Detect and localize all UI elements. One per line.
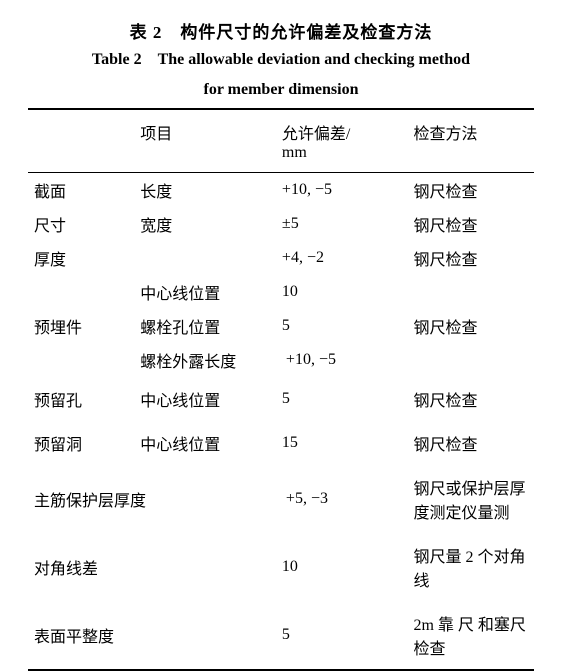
cell-flatness-label: 表面平整度 — [28, 601, 276, 670]
table-row: 螺栓外露长度 +10, −5 — [28, 343, 534, 377]
cell-reserve-opening-item: 中心线位置 — [134, 421, 276, 465]
cell-reserve-hole-method: 钢尺检查 — [407, 377, 534, 421]
caption-zh: 表 2 构件尺寸的允许偏差及检查方法 — [28, 18, 534, 43]
deviation-table: 项目 允许偏差/ mm 检查方法 截面 长度 +10, −5 钢尺检查 尺寸 宽… — [28, 108, 534, 671]
cell-length-dev: +10, −5 — [276, 173, 408, 208]
cell-flatness-method: 2m 靠 尺 和塞尺检查 — [407, 601, 534, 670]
table-caption: 表 2 构件尺寸的允许偏差及检查方法 Table 2 The allowable… — [28, 18, 534, 102]
cell-size-label: 尺寸 — [28, 207, 134, 241]
table-row: 尺寸 宽度 ±5 钢尺检查 — [28, 207, 534, 241]
header-dev-line1: 允许偏差/ — [282, 126, 350, 143]
cell-reserve-opening-label: 预留洞 — [28, 421, 134, 465]
cell-reserve-opening-dev: 15 — [276, 421, 408, 465]
cell-embed-bolthole: 螺栓孔位置 — [134, 309, 276, 343]
table-row: 截面 长度 +10, −5 钢尺检查 — [28, 173, 534, 208]
cell-embed-bolthole-dev: 5 — [276, 309, 408, 343]
cell-flatness-dev: 5 — [276, 601, 408, 670]
cell-diagonal-dev: 10 — [276, 533, 408, 601]
caption-en-line2: for member dimension — [28, 77, 534, 103]
cell-reserve-hole-item: 中心线位置 — [134, 377, 276, 421]
cell-width-method: 钢尺检查 — [407, 207, 534, 241]
cell-rebar-cover-label: 主筋保护层厚度 — [28, 465, 276, 533]
header-item: 项目 — [134, 109, 276, 173]
cell-embed-exposed-dev: +10, −5 — [276, 343, 408, 377]
cell-length-method: 钢尺检查 — [407, 173, 534, 208]
cell-width-label: 宽度 — [134, 207, 276, 241]
cell-thickness-dev: +4, −2 — [276, 241, 408, 275]
table-row: 对角线差 10 钢尺量 2 个对角线 — [28, 533, 534, 601]
cell-thickness-method: 钢尺检查 — [407, 241, 534, 275]
cell-diagonal-method: 钢尺量 2 个对角线 — [407, 533, 534, 601]
table-body: 截面 长度 +10, −5 钢尺检查 尺寸 宽度 ±5 钢尺检查 厚度 +4, … — [28, 173, 534, 671]
cell-section-label: 截面 — [28, 173, 134, 208]
header-method: 检查方法 — [407, 109, 534, 173]
cell-rebar-cover-method: 钢尺或保护层厚度测定仪量测 — [407, 465, 534, 533]
header-deviation: 允许偏差/ mm — [276, 109, 408, 173]
cell-width-dev: ±5 — [276, 207, 408, 241]
table-row: 中心线位置 10 — [28, 275, 534, 309]
table-header: 项目 允许偏差/ mm 检查方法 — [28, 109, 534, 173]
header-dev-line2: mm — [282, 144, 307, 161]
cell-embed-center-dev: 10 — [276, 275, 408, 309]
cell-embed-method: 钢尺检查 — [407, 309, 534, 343]
cell-embed-center: 中心线位置 — [134, 275, 276, 309]
table-row: 预埋件 螺栓孔位置 5 钢尺检查 — [28, 309, 534, 343]
cell-embed-exposed: 螺栓外露长度 — [134, 343, 276, 377]
table-row: 表面平整度 5 2m 靠 尺 和塞尺检查 — [28, 601, 534, 670]
table-row: 主筋保护层厚度 +5, −3 钢尺或保护层厚度测定仪量测 — [28, 465, 534, 533]
cell-embed-label: 预埋件 — [28, 309, 134, 343]
cell-diagonal-label: 对角线差 — [28, 533, 276, 601]
table-row: 预留洞 中心线位置 15 钢尺检查 — [28, 421, 534, 465]
cell-rebar-cover-dev: +5, −3 — [276, 465, 408, 533]
table-row: 预留孔 中心线位置 5 钢尺检查 — [28, 377, 534, 421]
caption-en-line1: Table 2 The allowable deviation and chec… — [28, 47, 534, 73]
cell-length-label: 长度 — [134, 173, 276, 208]
cell-thickness-label: 厚度 — [28, 241, 134, 275]
cell-reserve-hole-dev: 5 — [276, 377, 408, 421]
cell-reserve-opening-method: 钢尺检查 — [407, 421, 534, 465]
table-row: 厚度 +4, −2 钢尺检查 — [28, 241, 534, 275]
cell-reserve-hole-label: 预留孔 — [28, 377, 134, 421]
